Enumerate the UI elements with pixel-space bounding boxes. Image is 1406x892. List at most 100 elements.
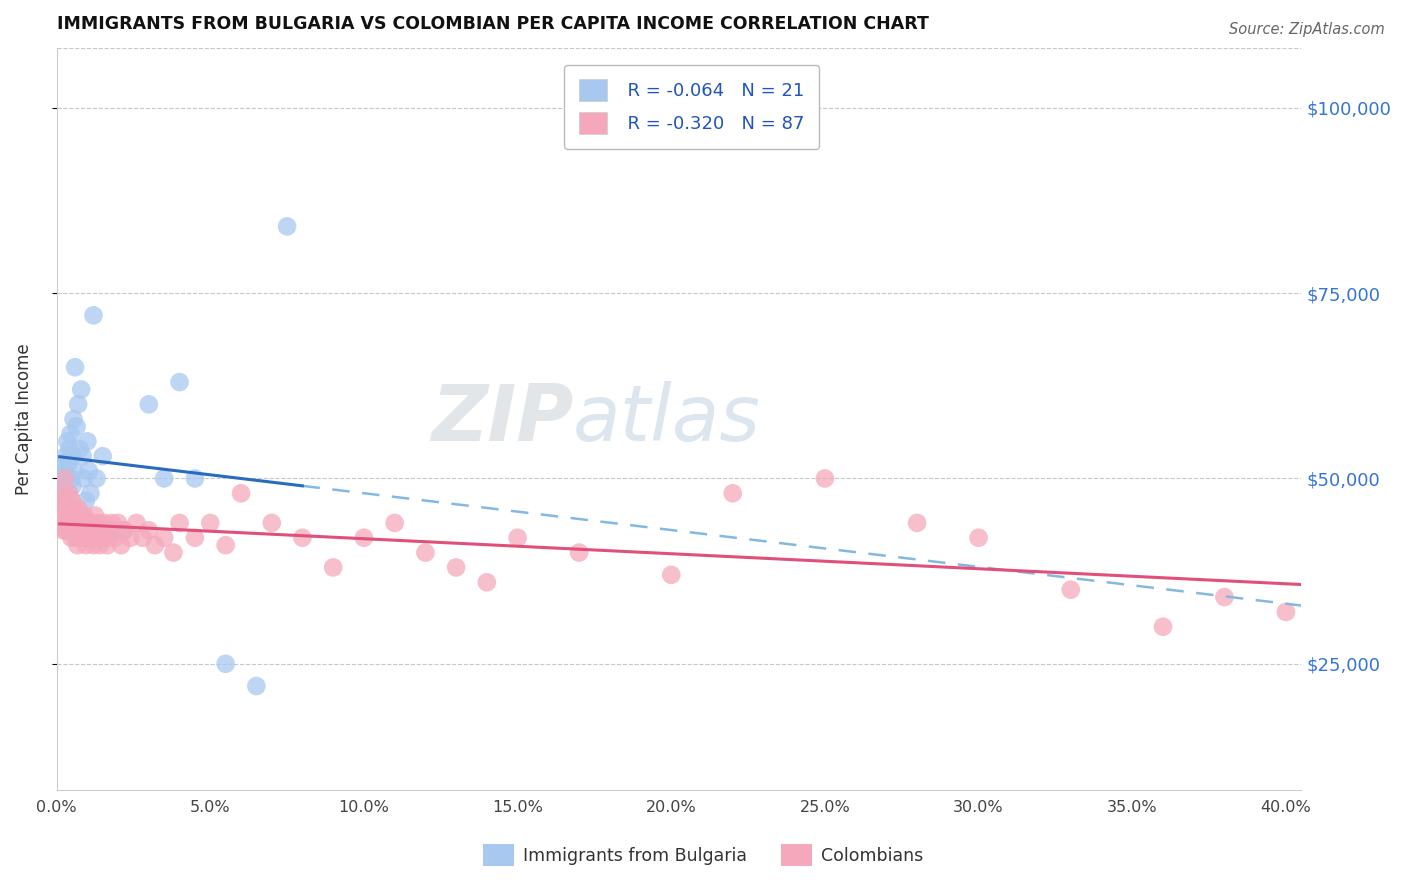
Point xyxy=(53,464,76,478)
Point xyxy=(276,219,298,234)
Point xyxy=(58,442,80,456)
Point xyxy=(55,493,77,508)
Point xyxy=(96,538,118,552)
Point xyxy=(60,531,83,545)
Point xyxy=(94,524,117,538)
Point xyxy=(229,486,252,500)
Point xyxy=(967,531,990,545)
Point xyxy=(568,545,591,559)
Point xyxy=(63,516,86,530)
Point xyxy=(60,493,83,508)
Point xyxy=(184,471,207,485)
Point xyxy=(62,479,84,493)
Point xyxy=(51,516,73,530)
Point xyxy=(67,524,90,538)
Point xyxy=(63,360,86,375)
Point xyxy=(67,501,90,516)
Point xyxy=(70,531,93,545)
Point xyxy=(80,524,103,538)
Point xyxy=(138,397,160,411)
Point xyxy=(90,524,112,538)
Y-axis label: Per Capita Income: Per Capita Income xyxy=(15,343,32,495)
Point xyxy=(59,427,82,442)
Point xyxy=(101,516,124,530)
Point xyxy=(110,538,132,552)
Point xyxy=(75,493,97,508)
Point xyxy=(905,516,928,530)
Point xyxy=(384,516,406,530)
Point xyxy=(55,493,77,508)
Point xyxy=(48,501,70,516)
Point xyxy=(475,575,498,590)
Point xyxy=(1213,590,1236,604)
Point xyxy=(1275,605,1298,619)
Text: ZIP: ZIP xyxy=(430,381,574,457)
Point xyxy=(97,531,120,545)
Point xyxy=(1152,620,1174,634)
Text: IMMIGRANTS FROM BULGARIA VS COLOMBIAN PER CAPITA INCOME CORRELATION CHART: IMMIGRANTS FROM BULGARIA VS COLOMBIAN PE… xyxy=(56,15,928,33)
Point xyxy=(291,531,314,545)
Point xyxy=(69,531,91,545)
Point xyxy=(86,531,108,545)
Point xyxy=(77,464,100,478)
Point xyxy=(67,397,90,411)
Point xyxy=(107,516,129,530)
Legend: Immigrants from Bulgaria, Colombians: Immigrants from Bulgaria, Colombians xyxy=(475,838,931,872)
Point xyxy=(52,457,75,471)
Point xyxy=(87,516,110,530)
Point xyxy=(721,486,744,500)
Point xyxy=(659,567,682,582)
Point xyxy=(153,531,176,545)
Text: atlas: atlas xyxy=(574,381,761,457)
Point xyxy=(89,538,111,552)
Point xyxy=(59,516,82,530)
Point xyxy=(53,449,76,463)
Point xyxy=(153,471,176,485)
Point xyxy=(200,516,222,530)
Point xyxy=(63,464,86,478)
Point xyxy=(84,508,107,523)
Point xyxy=(415,545,437,559)
Legend:   R = -0.064   N = 21,   R = -0.320   N = 87: R = -0.064 N = 21, R = -0.320 N = 87 xyxy=(564,65,820,149)
Point xyxy=(72,516,94,530)
Point xyxy=(56,434,79,449)
Point xyxy=(55,524,77,538)
Point xyxy=(52,524,75,538)
Point xyxy=(77,531,100,545)
Point xyxy=(120,531,142,545)
Point xyxy=(73,471,96,485)
Point xyxy=(51,471,73,485)
Point xyxy=(69,508,91,523)
Point xyxy=(72,449,94,463)
Point xyxy=(112,524,135,538)
Point xyxy=(66,538,89,552)
Point xyxy=(143,538,166,552)
Point xyxy=(65,419,87,434)
Point xyxy=(214,538,236,552)
Point xyxy=(444,560,467,574)
Point xyxy=(55,471,77,485)
Point xyxy=(1060,582,1083,597)
Point xyxy=(112,524,135,538)
Point xyxy=(65,524,87,538)
Point xyxy=(53,508,76,523)
Point xyxy=(58,457,80,471)
Point xyxy=(53,501,76,516)
Point xyxy=(56,516,79,530)
Point xyxy=(76,434,98,449)
Point xyxy=(51,486,73,500)
Point xyxy=(506,531,529,545)
Point xyxy=(82,538,104,552)
Point xyxy=(322,560,344,574)
Point xyxy=(169,375,191,389)
Point xyxy=(72,531,94,545)
Point xyxy=(101,524,124,538)
Point xyxy=(73,524,96,538)
Point xyxy=(51,486,73,500)
Point xyxy=(214,657,236,671)
Point xyxy=(169,516,191,530)
Point xyxy=(86,471,108,485)
Point xyxy=(91,531,114,545)
Point xyxy=(131,531,153,545)
Point xyxy=(65,508,87,523)
